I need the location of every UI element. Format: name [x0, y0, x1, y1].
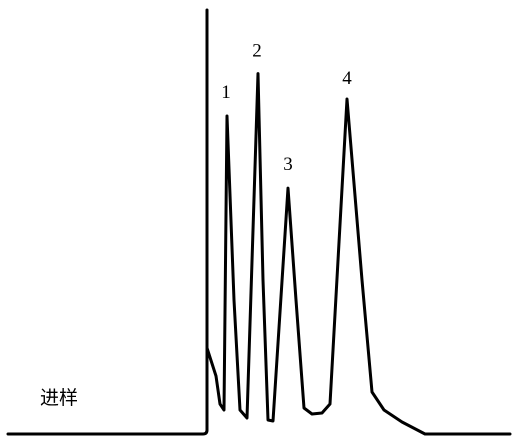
- peak-label-3: 3: [283, 154, 293, 175]
- chromatogram-trace: [205, 8, 512, 436]
- peak-label-1: 1: [221, 82, 231, 103]
- injection-label: 进样: [40, 387, 78, 409]
- peak-label-2: 2: [252, 41, 262, 62]
- peak-label-4: 4: [342, 68, 352, 89]
- baseline-pre-injection: [6, 428, 209, 436]
